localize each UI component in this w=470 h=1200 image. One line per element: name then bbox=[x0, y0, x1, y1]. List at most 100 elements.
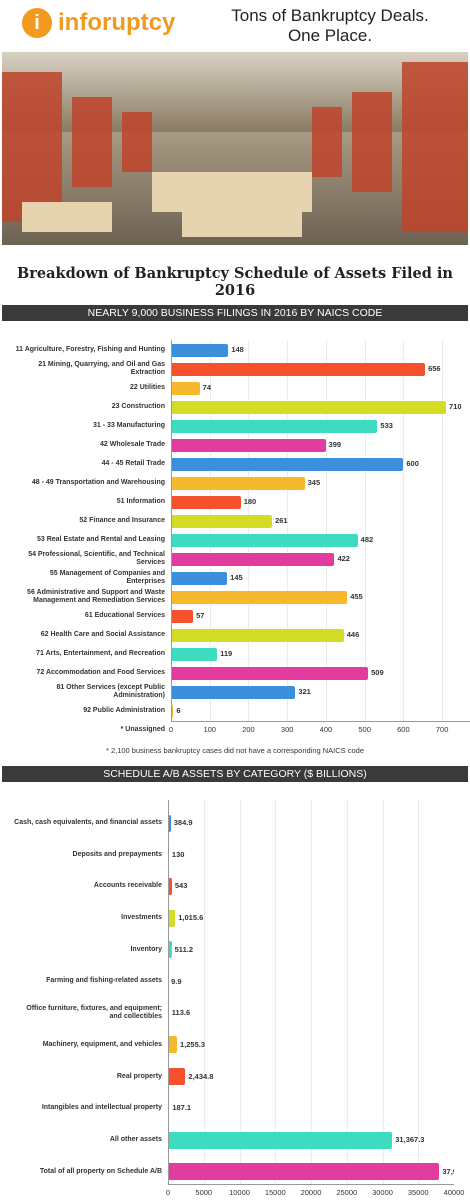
value-label: 1,255.3 bbox=[179, 1039, 205, 1049]
category-label: Inventory bbox=[130, 945, 162, 953]
category-label: 55 Management of Companies and Enterpris… bbox=[49, 570, 165, 585]
value-label: 482 bbox=[360, 535, 374, 544]
bar bbox=[171, 704, 174, 718]
bar bbox=[168, 1036, 177, 1054]
bar bbox=[171, 647, 218, 661]
category-label: 42 Wholesale Trade bbox=[100, 441, 165, 448]
warehouse-photo bbox=[2, 52, 468, 245]
value-label: 600 bbox=[406, 459, 419, 468]
category-label: Accounts receivable bbox=[93, 882, 162, 890]
x-tick-label: 700 bbox=[435, 725, 449, 734]
category-label: Farming and fishing-related assets bbox=[46, 977, 162, 985]
grid-line bbox=[364, 340, 366, 721]
bar bbox=[168, 1163, 440, 1181]
category-label: Intangibles and intellectual property bbox=[41, 1104, 162, 1112]
bar bbox=[171, 495, 241, 509]
grid-line bbox=[382, 800, 384, 1184]
value-label: 57 bbox=[196, 611, 205, 620]
value-label: 148 bbox=[231, 345, 244, 354]
value-label: 130 bbox=[171, 849, 185, 859]
value-label: 37,952.8 bbox=[442, 1166, 454, 1176]
bar bbox=[171, 666, 369, 680]
bar bbox=[168, 1131, 393, 1149]
value-label: 145 bbox=[230, 573, 243, 582]
category-label: 62 Health Care and Social Assistance bbox=[40, 631, 165, 638]
category-label: Office furniture, fixtures, and equipmen… bbox=[26, 1005, 162, 1021]
footnote: * 2,100 business bankruptcy cases did no… bbox=[105, 746, 365, 755]
grid-line bbox=[239, 800, 241, 1184]
value-label: 533 bbox=[380, 421, 393, 430]
x-tick-label: 400 bbox=[319, 725, 333, 734]
bar bbox=[171, 476, 305, 490]
value-label: 455 bbox=[350, 592, 363, 601]
value-label: 422 bbox=[337, 554, 350, 563]
value-label: 261 bbox=[275, 516, 288, 525]
grid-line bbox=[311, 800, 312, 1184]
bar bbox=[168, 814, 171, 832]
category-label: 52 Finance and Insurance bbox=[79, 517, 165, 524]
bar bbox=[171, 533, 358, 547]
category-label: Investments bbox=[121, 914, 162, 922]
value-label: 321 bbox=[298, 687, 311, 696]
value-label: 119 bbox=[220, 649, 233, 658]
x-tick-label: 100 bbox=[203, 725, 216, 734]
value-label: 399 bbox=[328, 440, 342, 449]
y-axis-line bbox=[168, 800, 169, 1184]
grid-line bbox=[275, 800, 277, 1184]
value-label: 74 bbox=[202, 383, 211, 392]
category-label: All other assets bbox=[109, 1135, 162, 1143]
bar bbox=[171, 514, 273, 528]
x-tick-label: 35000 bbox=[407, 1188, 429, 1197]
value-label: 2,434.8 bbox=[188, 1071, 214, 1081]
bar bbox=[171, 571, 228, 585]
value-label: 1,015.6 bbox=[178, 913, 204, 923]
grid-line bbox=[325, 340, 327, 721]
category-label: Real property bbox=[116, 1072, 162, 1080]
bar bbox=[171, 362, 426, 376]
category-label: 11 Agriculture, Forestry, Fishing and Hu… bbox=[15, 346, 165, 353]
x-tick-label: 10000 bbox=[229, 1188, 250, 1197]
value-label: 511.2 bbox=[174, 944, 193, 954]
category-label: 81 Other Services (except Public Adminis… bbox=[56, 684, 165, 699]
category-label: 56 Administrative and Support and Waste … bbox=[27, 589, 165, 604]
grid-line bbox=[209, 340, 211, 721]
tagline-2: One Place. bbox=[287, 26, 373, 45]
grid-line bbox=[287, 340, 289, 721]
bar bbox=[171, 381, 200, 395]
grid-line bbox=[346, 800, 348, 1184]
value-label: 509 bbox=[371, 668, 384, 677]
bar bbox=[168, 941, 172, 959]
category-label: Cash, cash equivalents, and financial as… bbox=[14, 818, 162, 826]
x-tick-label: 20000 bbox=[300, 1188, 322, 1197]
plot-area: 384.9 130 543 1,015.6 511.2 9.9 113.6 1,255.3 2,… bbox=[168, 800, 454, 1184]
value-label: 656 bbox=[428, 364, 441, 373]
x-tick-label: 40000 bbox=[443, 1188, 465, 1197]
bar bbox=[171, 609, 194, 623]
bar bbox=[171, 438, 326, 452]
category-label: 44 - 45 Retail Trade bbox=[101, 460, 165, 467]
value-label: 710 bbox=[448, 402, 462, 411]
bar bbox=[171, 457, 404, 471]
chart-banner: NEARLY 9,000 BUSINESS FILINGS IN 2016 BY… bbox=[2, 305, 468, 321]
value-label: 180 bbox=[243, 497, 257, 506]
value-label: 9.9 bbox=[171, 976, 182, 986]
logo-icon: i bbox=[22, 8, 52, 38]
category-label: 21 Mining, Quarrying, and Oil and Gas Ex… bbox=[38, 361, 165, 376]
category-label: 72 Accommodation and Food Services bbox=[36, 669, 166, 676]
logo-text: inforuptcy bbox=[58, 9, 176, 36]
value-label: 113.6 bbox=[171, 1008, 191, 1018]
plot-area: 148 656 74 710 533 399 600 345 180 261 482 422 145 45… bbox=[171, 340, 470, 721]
bar bbox=[168, 877, 172, 895]
value-label: 384.9 bbox=[173, 818, 193, 827]
page-title: Breakdown of Bankruptcy Schedule of Asse… bbox=[17, 265, 453, 299]
bar bbox=[171, 685, 296, 699]
category-label: 71 Arts, Entertainment, and Recreation bbox=[36, 650, 165, 657]
bar bbox=[171, 400, 446, 414]
value-label: 345 bbox=[307, 478, 321, 487]
category-label: 31 - 33 Manufacturing bbox=[93, 422, 165, 429]
value-label: 31,367.3 bbox=[395, 1135, 425, 1144]
bar bbox=[171, 552, 335, 566]
bar bbox=[171, 343, 229, 357]
category-label: Total of all property on Schedule A/B bbox=[39, 1167, 162, 1175]
x-tick-label: 200 bbox=[242, 725, 255, 734]
